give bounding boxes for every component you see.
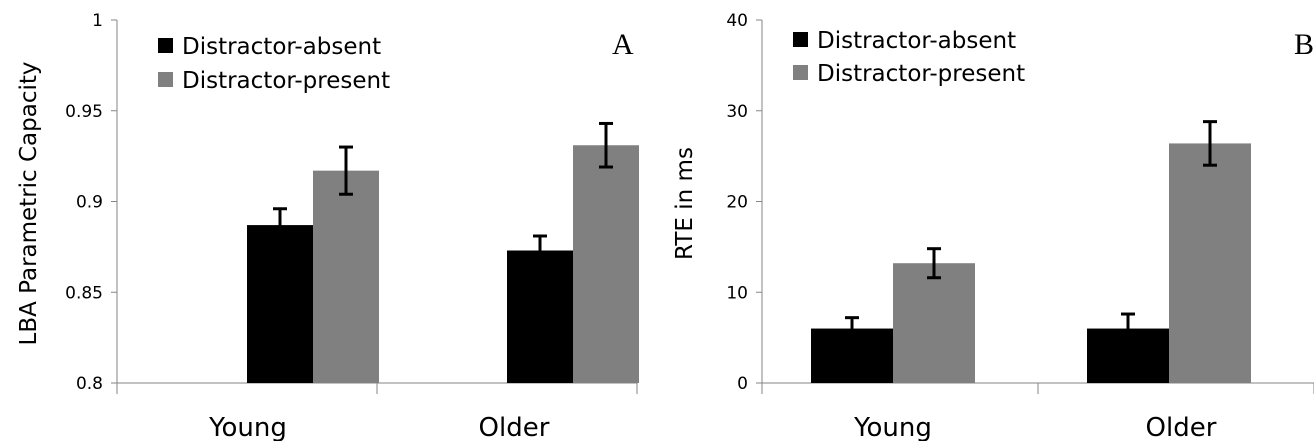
y-tick-label: 10 xyxy=(726,283,748,303)
x-tick-label: Older xyxy=(479,413,550,441)
error-bar xyxy=(1121,312,1135,345)
error-bar xyxy=(273,207,287,243)
legend-swatch xyxy=(793,65,808,80)
x-tick-label: Older xyxy=(1146,413,1217,441)
panel-label: B xyxy=(1294,28,1314,61)
bar-distractor-present-older xyxy=(573,145,639,383)
y-tick-label: 0 xyxy=(737,374,748,394)
y-tick-label: 0.8 xyxy=(76,374,103,394)
y-tick-label: 40 xyxy=(726,11,748,31)
legend-label: Distractor-absent xyxy=(817,28,1016,54)
chart-panel-A: 0.8 0.85 0.9 0.95 1 LBA Parametric Capacity Yo… xyxy=(16,11,639,441)
error-bar xyxy=(845,316,859,341)
error-bar xyxy=(1203,120,1217,167)
bar-distractor-present-young xyxy=(313,170,379,383)
bar-distractor-present-young xyxy=(893,263,975,383)
panel-label: A xyxy=(612,28,634,61)
y-tick-label: 0.95 xyxy=(65,102,103,122)
y-tick-label: 20 xyxy=(726,193,748,213)
legend-swatch xyxy=(158,72,173,87)
bar-distractor-absent-young xyxy=(247,225,313,383)
legend-label: Distractor-present xyxy=(182,68,390,94)
error-bar xyxy=(339,145,353,196)
legend-swatch xyxy=(158,38,173,53)
legend-label: Distractor-absent xyxy=(182,34,381,60)
bar-distractor-absent-older xyxy=(507,250,573,383)
error-bar xyxy=(533,234,547,267)
y-tick-label: 1 xyxy=(92,11,103,31)
x-tick-label: Young xyxy=(208,413,287,441)
y-tick-label: 0.9 xyxy=(76,193,103,213)
legend-swatch xyxy=(793,32,808,47)
y-axis-label: RTE in ms xyxy=(672,147,698,260)
y-tick-label: 0.85 xyxy=(65,283,103,303)
x-tick-label: Young xyxy=(853,413,932,441)
chart-panel-B: 0 10 20 30 40 RTE in ms Young Older Distractor-a… xyxy=(672,11,1314,441)
legend-label: Distractor-present xyxy=(817,61,1025,87)
legend: Distractor-absent Distractor-present xyxy=(158,34,390,94)
error-bar xyxy=(927,247,941,280)
legend: Distractor-absent Distractor-present xyxy=(793,28,1025,87)
bar-distractor-present-older xyxy=(1169,143,1251,383)
y-tick-label: 30 xyxy=(726,102,748,122)
error-bar xyxy=(599,121,613,169)
y-axis-label: LBA Parametric Capacity xyxy=(16,61,42,345)
